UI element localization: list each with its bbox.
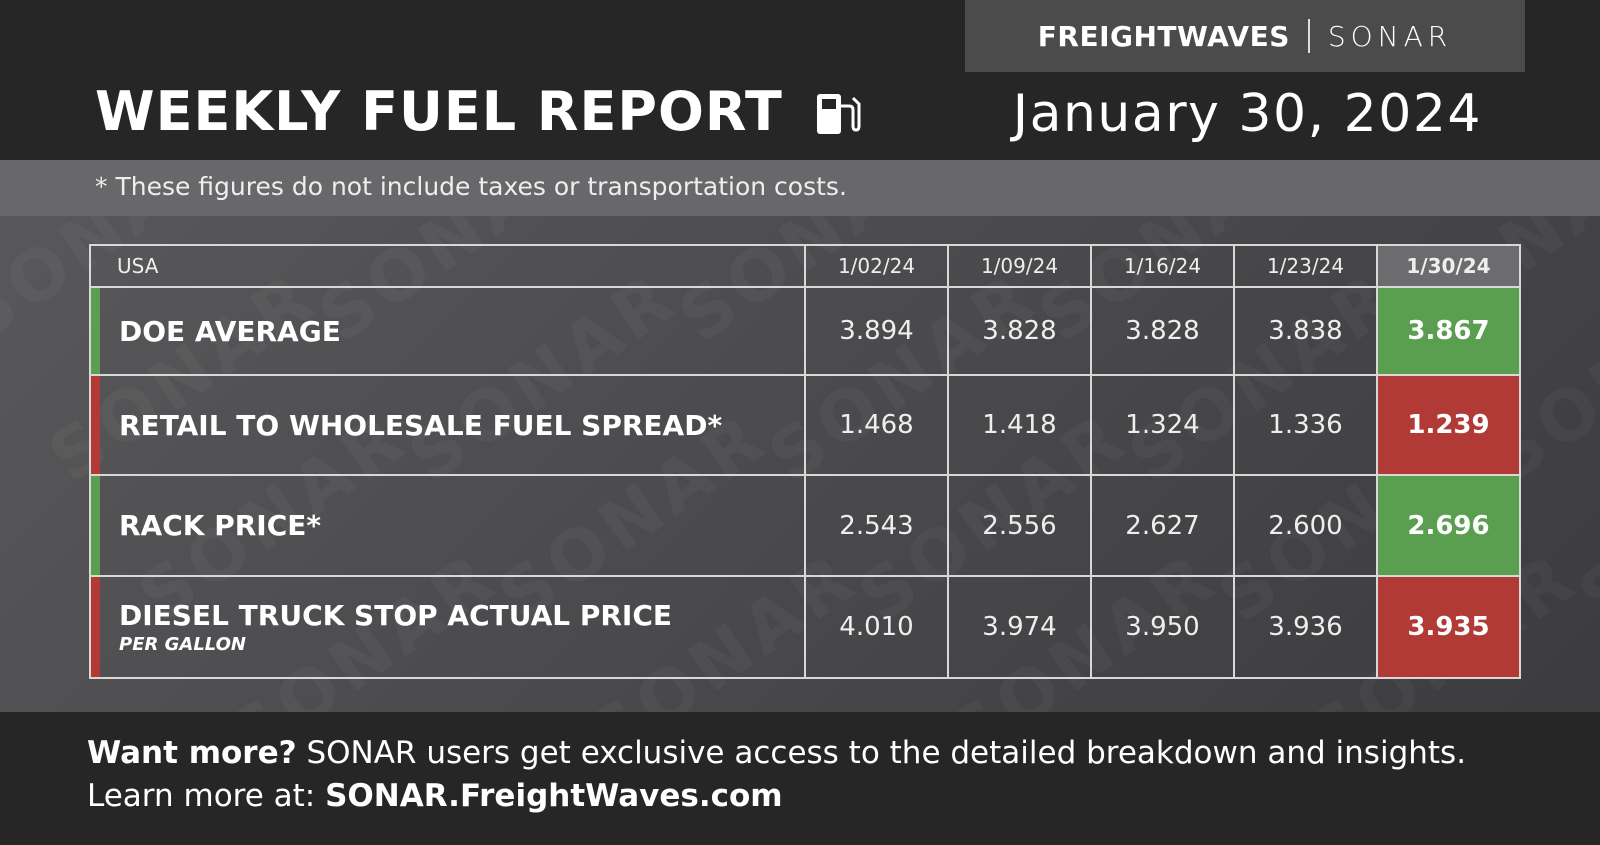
footer-text: Learn more at: (87, 778, 326, 814)
footer-bold: Want more? (87, 735, 297, 771)
logo-separator (1307, 19, 1310, 53)
data-row: RETAIL TO WHOLESALE FUEL SPREAD* 1.468 1.4… (89, 374, 1521, 476)
footer-line: Learn more at: SONAR.FreightWaves.com (87, 778, 783, 814)
row-label-text: DIESEL TRUCK STOP ACTUAL PRICE (119, 599, 673, 632)
current-value: 3.935 (1376, 575, 1521, 679)
logo: FREIGHTWAVES SONAR (965, 0, 1525, 72)
date: January 30, 2024 (1012, 84, 1482, 144)
row-label-text: RACK PRICE* (119, 509, 322, 542)
row-indicator (91, 376, 100, 474)
row-label: DOE AVERAGE (89, 286, 806, 376)
footer-line: Want more? SONAR users get exclusive acc… (87, 735, 1466, 771)
data-row: DIESEL TRUCK STOP ACTUAL PRICE PER GALLON… (89, 575, 1521, 679)
current-value: 2.696 (1376, 474, 1521, 577)
product: SONAR (1327, 19, 1453, 53)
value: 3.828 (1090, 286, 1235, 376)
note: * These figures do not include taxes or … (95, 172, 847, 201)
row-indicator (91, 476, 100, 575)
value: 3.974 (947, 575, 1092, 679)
value: 3.838 (1233, 286, 1378, 376)
current-value: 3.867 (1376, 286, 1521, 376)
row-indicator (91, 288, 100, 374)
brand: FREIGHTWAVES (1037, 19, 1290, 53)
value: 2.627 (1090, 474, 1235, 577)
row-sublabel: PER GALLON (119, 634, 246, 655)
value: 2.543 (804, 474, 949, 577)
value: 1.336 (1233, 374, 1378, 476)
header-row: USA 1/02/24 1/09/24 1/16/24 1/23/24 1/30/24 (89, 244, 1521, 288)
value: 3.936 (1233, 575, 1378, 679)
column-header: 1/16/24 (1090, 244, 1235, 288)
column-header: 1/02/24 (804, 244, 949, 288)
column-header: 1/23/24 (1233, 244, 1378, 288)
note-band (0, 160, 1600, 216)
data-row: DOE AVERAGE 3.894 3.828 3.828 3.838 3.867 (89, 286, 1521, 376)
value: 2.556 (947, 474, 1092, 577)
value: 1.468 (804, 374, 949, 476)
footer-link[interactable]: SONAR.FreightWaves.com (325, 778, 783, 814)
data-row: RACK PRICE* 2.543 2.556 2.627 2.600 2.696 (89, 474, 1521, 577)
value: 1.324 (1090, 374, 1235, 476)
row-label: RETAIL TO WHOLESALE FUEL SPREAD* (89, 374, 806, 476)
row-label: DIESEL TRUCK STOP ACTUAL PRICE PER GALLON (89, 575, 806, 679)
column-header: 1/09/24 (947, 244, 1092, 288)
value: 3.828 (947, 286, 1092, 376)
value: 3.894 (804, 286, 949, 376)
column-header: 1/30/24 (1376, 244, 1521, 288)
value: 2.600 (1233, 474, 1378, 577)
current-value: 1.239 (1376, 374, 1521, 476)
row-indicator (91, 577, 100, 677)
row-label: RACK PRICE* (89, 474, 806, 577)
fuel-icon (817, 94, 861, 134)
fuel-table: USA 1/02/24 1/09/24 1/16/24 1/23/24 1/30/24 DO… (89, 244, 1521, 679)
row-label-text: RETAIL TO WHOLESALE FUEL SPREAD* (119, 408, 723, 442)
row-label-text: DOE AVERAGE (119, 314, 341, 348)
column-header: USA (89, 244, 806, 288)
value: 1.418 (947, 374, 1092, 476)
footer-text: SONAR users get exclusive access to the … (296, 735, 1467, 771)
title: WEEKLY FUEL REPORT (95, 80, 783, 143)
value: 3.950 (1090, 575, 1235, 679)
value: 4.010 (804, 575, 949, 679)
